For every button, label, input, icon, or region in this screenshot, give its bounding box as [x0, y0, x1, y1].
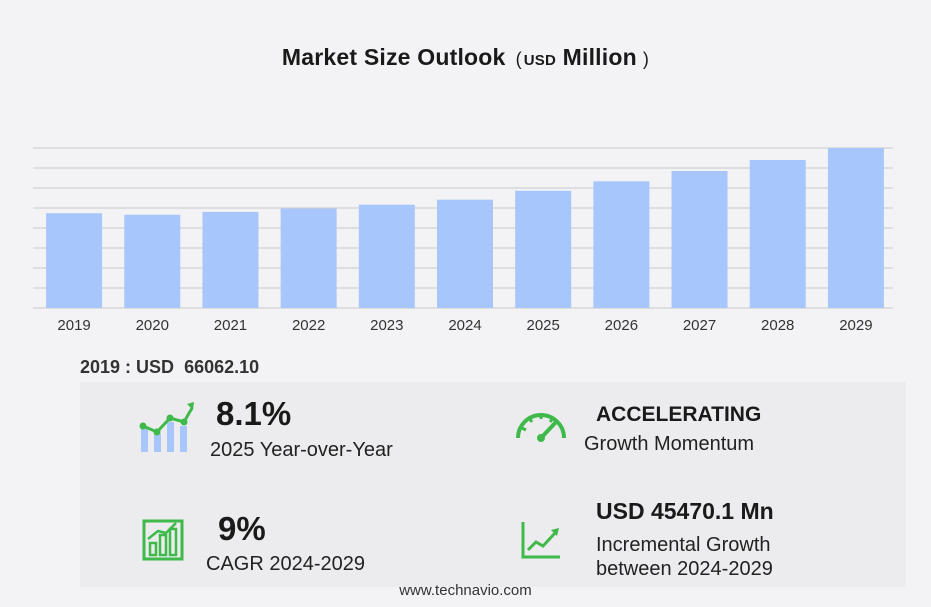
- base-year-amount: 66062.10: [184, 357, 260, 377]
- x-tick-label: 2022: [292, 317, 325, 334]
- stat-incremental: USD 45470.1 Mn: [596, 498, 774, 524]
- stat-incremental-caption: Incremental Growth between 2024-2029: [596, 533, 773, 581]
- x-tick-label: 2019: [57, 317, 90, 334]
- bar-chart: 2019 2020 2021 2022 2023 2024 2025 2026 2027 2028…: [33, 147, 893, 334]
- stat-incremental-label-2: between 2024-2029: [596, 558, 773, 580]
- title-paren-open: (: [515, 49, 522, 69]
- footer-url: www.technavio.com: [399, 582, 532, 599]
- bar-2029: [827, 148, 884, 308]
- bar-chart-icon: [142, 519, 184, 566]
- stat-cagr: 9%: [218, 511, 266, 547]
- bar-2020: [124, 214, 181, 308]
- bar-2027: [671, 170, 728, 308]
- stat-cagr-label: CAGR 2024-2029: [206, 553, 365, 575]
- stat-yoy-caption: 2025 Year-over-Year: [210, 438, 393, 462]
- x-tick-label: 2028: [761, 317, 794, 334]
- bar-2021: [202, 211, 259, 308]
- x-tick-label: 2027: [683, 317, 716, 334]
- bar-2028: [749, 159, 806, 308]
- stat-momentum: ACCELERATING: [596, 402, 761, 428]
- title-unit-scale: Million: [562, 44, 637, 70]
- stat-yoy-value: 8.1%: [216, 395, 292, 432]
- x-tick-label: 2023: [370, 317, 403, 334]
- stat-incremental-label-1: Incremental Growth: [596, 534, 771, 556]
- x-tick-label: 2026: [605, 317, 638, 334]
- bar-2025: [515, 190, 572, 308]
- base-year-label: 2019 : USD: [80, 357, 175, 377]
- chart-bars: [46, 148, 884, 308]
- stat-yoy: 8.1%: [216, 396, 291, 432]
- base-year-value: 2019 : USD 66062.10: [80, 357, 259, 378]
- bar-2019: [46, 213, 103, 308]
- x-tick-label: 2020: [136, 317, 169, 334]
- stat-momentum-caption: Growth Momentum: [584, 432, 754, 456]
- stat-incremental-value: USD 45470.1 Mn: [596, 498, 774, 524]
- stat-cagr-value: 9%: [218, 510, 266, 547]
- stat-yoy-label: 2025 Year-over-Year: [210, 439, 393, 461]
- bar-2026: [593, 181, 650, 308]
- stat-momentum-label: Growth Momentum: [584, 433, 755, 455]
- title-paren-close: ): [642, 49, 650, 69]
- stats-panel: [80, 382, 906, 587]
- chart-title: Market Size Outlook (USD Million): [0, 44, 931, 71]
- growth-chart-icon: [137, 398, 195, 461]
- x-tick-label: 2024: [448, 317, 481, 334]
- bar-2024: [437, 199, 493, 308]
- stat-momentum-value: ACCELERATING: [596, 403, 762, 426]
- x-tick-label: 2025: [526, 317, 559, 334]
- title-unit-currency: USD: [523, 52, 557, 69]
- x-tick-label: 2029: [839, 317, 872, 334]
- chart-x-ticks: 2019 2020 2021 2022 2023 2024 2025 2026 2027 2028…: [57, 317, 872, 334]
- line-chart-icon: [520, 520, 562, 565]
- chart-title-main: Market Size Outlook: [281, 44, 506, 70]
- x-tick-label: 2021: [214, 317, 247, 334]
- speedometer-icon: [514, 408, 568, 447]
- bar-2022: [280, 208, 337, 308]
- bar-2023: [358, 204, 415, 308]
- stat-cagr-caption: CAGR 2024-2029: [206, 552, 365, 576]
